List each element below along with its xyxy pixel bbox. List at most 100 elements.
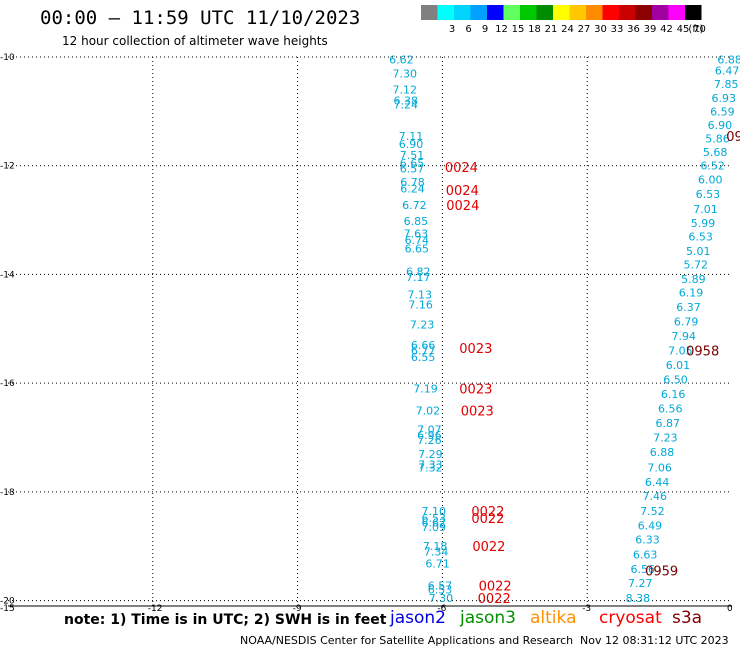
lat-label: -14 [0,270,15,280]
pass-time-label: 09 [726,130,740,145]
wave-height-label: 6.63 [633,548,658,561]
colorbar-legend: 3 6 9 12 15 18 21 24 27 30 33 36 39 42 45 70(ft) [421,5,706,35]
pass-time-label: 0958 [686,345,719,360]
map-title: 00:00 — 11:59 UTC 11/10/2023 [40,7,361,29]
wave-height-label: 5.99 [691,217,716,230]
wave-height-label: 7.05 [668,345,693,358]
lat-label: -20 [0,597,15,607]
wave-height-label: 6.55 [411,351,436,364]
wave-height-label: 6.62 [389,54,414,67]
lon-label: -6 [437,604,446,614]
wave-height-label: 7.07 [417,423,442,436]
colorbar-swatch [520,5,537,20]
map-subtitle: 12 hour collection of altimeter wave hei… [62,34,328,48]
wave-height-label: 6.56 [630,563,655,576]
colorbar-tick-label: 3 [449,24,455,35]
wave-height-label: 6.44 [645,476,670,489]
wave-height-label: 6.33 [635,534,660,547]
pass-time-label: 0024 [446,199,479,214]
pass-time-label: 0023 [461,404,494,419]
wave-height-label: 6.65 [400,157,425,170]
wave-height-label: 7.33 [418,459,443,472]
footer-credit: NOAA/NESDIS Center for Satellite Applica… [240,634,574,647]
wave-height-label: 6.72 [402,199,427,212]
colorbar-tick-label: 70 [693,24,706,35]
colorbar-swatch [503,5,520,20]
wave-height-label: 7.23 [410,318,435,331]
legend-jason3: jason3 [460,608,516,628]
colorbar-tick-label: 36 [627,24,640,35]
wave-height-label: 6.37 [676,301,701,314]
wave-height-label: 7.02 [416,404,441,417]
wave-height-label: 6.66 [411,339,436,352]
wave-height-label: 7.26 [417,434,442,447]
footer-timestamp: Nov 12 08:31:12 UTC 2023 [580,634,729,647]
pass-time-label: 0022 [472,540,505,555]
wave-height-label: 6.87 [656,417,681,430]
wave-height-label: 7.10 [421,505,446,518]
wave-height-label: 6.74 [405,234,430,247]
wave-height-label: 6.16 [661,388,686,401]
colorbar-swatch [454,5,471,20]
colorbar-tick-label: 18 [528,24,541,35]
wave-height-label: 6.78 [400,176,425,189]
colorbar-swatch [536,5,553,20]
wave-height-label: 6.71 [425,558,450,571]
colorbar-swatch [668,5,685,20]
wave-height-label: 6.85 [404,215,429,228]
colorbar-tick-label: 33 [611,24,624,35]
wave-height-label: 6.93 [712,92,737,105]
pass-time-label: 0024 [445,161,478,176]
wave-height-label: 7.01 [693,203,718,216]
colorbar-tick-label: 39 [644,24,657,35]
wave-height-label: 6.90 [708,119,733,132]
pass-time-label: 0022 [479,579,512,594]
pass-time-label: 0023 [459,342,492,357]
colorbar-swatch [685,5,702,20]
footer-note: note: 1) Time is in UTC; 2) SWH is in fe… [64,612,387,628]
colorbar-tick-label: 45 [677,24,690,35]
wave-height-label: 8.38 [626,592,651,605]
colorbar-swatch [569,5,586,20]
wave-height-label: 5.72 [684,259,709,272]
wave-height-label: 6.53 [696,188,721,201]
wave-height-label: 6.59 [710,105,735,118]
wave-height-label: 7.18 [423,540,448,553]
pass-time-label: 0022 [471,505,504,520]
colorbar-tick-label: 42 [660,24,673,35]
colorbar-tick-label: 12 [495,24,508,35]
colorbar-swatch [553,5,570,20]
wave-height-label: 7.17 [406,271,431,284]
wave-height-label: 6.90 [399,138,424,151]
lon-label: 0 [727,604,733,614]
wave-height-label: 5.68 [703,146,728,159]
wave-height-label: 6.57 [400,162,425,175]
wave-height-label: 7.06 [647,461,672,474]
wave-height-label: 7.51 [400,149,425,162]
wave-height-label: 7.13 [407,289,432,302]
wave-height-label: 6.65 [405,242,430,255]
colorbar-tick-label: 15 [512,24,525,35]
wave-height-label: 6.62 [421,516,446,529]
wave-height-label: 6.00 [698,173,723,186]
wave-height-label: 7.63 [404,228,429,241]
wave-height-label: 6.50 [663,373,688,386]
lat-label: -16 [0,379,15,389]
wave-height-label: 7.24 [393,98,418,111]
colorbar-swatch [602,5,619,20]
pass-time-label: 0022 [471,512,504,527]
colorbar-tick-label: 21 [545,24,558,35]
wave-height-label: 6.49 [638,520,663,533]
wave-height-label: 7.23 [653,431,678,444]
wave-height-label: 6.01 [666,359,691,372]
wave-height-label: 7.94 [671,330,696,343]
wave-height-label: 6.53 [428,584,453,597]
wave-height-label: 7.11 [399,130,424,143]
wave-height-label: 7.27 [628,577,653,590]
wave-height-label: 6.57 [428,579,453,592]
pass-time-label: 0959 [645,565,678,580]
pass-time-label: 0023 [459,383,492,398]
colorbar-tick-label: 27 [578,24,591,35]
pass-time-label: 0024 [446,184,479,199]
